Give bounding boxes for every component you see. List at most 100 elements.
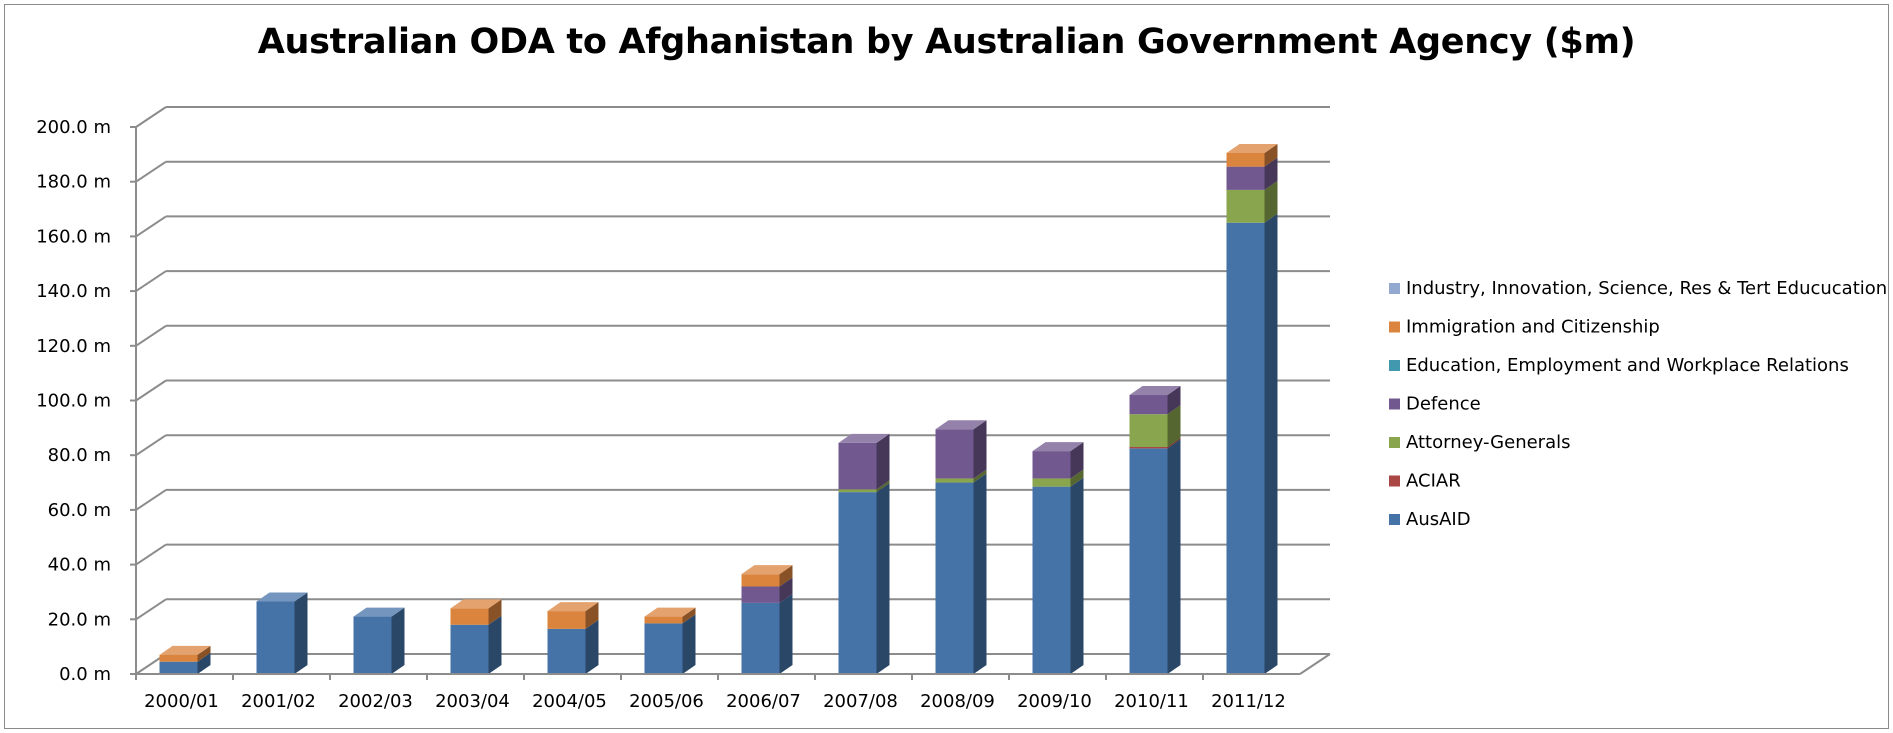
legend-swatch (1389, 398, 1400, 410)
bar-segment (1129, 405, 1181, 447)
bar-front (935, 478, 974, 483)
bar-side (876, 480, 890, 493)
bar-side (1167, 439, 1181, 674)
bar-front (1226, 152, 1265, 167)
gridline-depth (135, 270, 167, 292)
bar-side (876, 483, 890, 674)
gridline-depth (135, 434, 167, 457)
bar-top (547, 602, 599, 612)
x-tick-label: 2000/01 (144, 691, 219, 712)
legend-label: Defence (1406, 394, 1481, 415)
bar-front (256, 601, 295, 674)
legend-item: Attorney-Generals (1389, 432, 1571, 453)
bar-segment (935, 473, 987, 674)
bar-side (779, 565, 793, 587)
y-tick-label: 20.0 m (48, 609, 111, 630)
bar-top (1032, 442, 1084, 452)
bar-front (1129, 414, 1168, 447)
y-tick-label: 100.0 m (36, 391, 111, 412)
gridline-depth (135, 215, 167, 238)
bar-top (256, 592, 308, 602)
gridline-depth (135, 160, 167, 183)
bar-front (1226, 189, 1265, 223)
bar-front (741, 602, 780, 674)
gridline-depth (135, 106, 167, 128)
axes: 0.0 m 20.0 m 40.0 m 60.0 m 80.0 m 100.0 m 120.… (36, 117, 1331, 712)
bar-front (1032, 451, 1071, 479)
bar-side (779, 593, 793, 674)
x-tick-label: 2010/11 (1114, 691, 1189, 712)
bar-top (353, 607, 405, 617)
bar-top (935, 420, 987, 430)
gridline-depth (135, 324, 167, 347)
gridline-depth (135, 598, 167, 621)
bar-front (1032, 478, 1071, 487)
bar-side (1167, 405, 1181, 447)
legend-label: Industry, Innovation, Science, Res & Ter… (1406, 278, 1887, 299)
bar-top (1129, 386, 1181, 396)
bar-front (159, 661, 198, 674)
bar-segment (838, 433, 890, 490)
bar-side (779, 577, 793, 603)
gridline-depth (135, 543, 167, 566)
bar-front (450, 608, 489, 625)
x-tick-label: 2002/03 (338, 691, 413, 712)
floor-edge (1299, 653, 1331, 675)
bar-segment (935, 469, 987, 483)
bar-side (1167, 386, 1181, 415)
bar-side (1070, 477, 1084, 674)
legend-label: Education, Employment and Workplace Rela… (1406, 355, 1849, 376)
y-tick-label: 40.0 m (48, 555, 111, 576)
bar-segment (838, 483, 890, 674)
bar-segment (1226, 213, 1278, 674)
bar-segment (256, 592, 308, 674)
bar-side (488, 615, 502, 674)
y-tick-label: 140.0 m (36, 281, 111, 302)
x-tick-label: 2005/06 (629, 691, 704, 712)
bar-front (159, 654, 198, 662)
bar-segment (353, 607, 405, 674)
legend-item: AusAID (1389, 509, 1471, 530)
bar-segment (1226, 180, 1278, 223)
bar-front (547, 611, 586, 629)
bar-side (391, 607, 405, 674)
legend-label: Immigration and Citizenship (1406, 317, 1660, 338)
x-tick-label: 2006/07 (726, 691, 801, 712)
bar-segment (1226, 143, 1278, 167)
bar-segment (159, 645, 211, 662)
bar-side (973, 469, 987, 483)
bar-front (838, 442, 877, 490)
bar-front (838, 489, 877, 493)
legend-item: ACIAR (1389, 471, 1461, 492)
legend-item: Education, Employment and Workplace Rela… (1389, 355, 1849, 376)
y-tick-label: 60.0 m (48, 500, 111, 521)
bar-side (973, 473, 987, 674)
bar-side (197, 645, 211, 662)
y-tick-label: 120.0 m (36, 336, 111, 357)
x-tick-label: 2007/08 (823, 691, 898, 712)
bar-segment (741, 593, 793, 674)
y-tick-label: 180.0 m (36, 172, 111, 193)
legend-swatch (1389, 437, 1400, 448)
legend-swatch (1389, 514, 1400, 525)
bar-top (644, 607, 696, 617)
bar-segment (935, 420, 987, 479)
bar-segment (644, 607, 696, 624)
gridline-depth (135, 489, 167, 511)
bar-front (741, 574, 780, 587)
legend-label: AusAID (1406, 509, 1471, 530)
bar-front (741, 586, 780, 603)
bar-side (1264, 157, 1278, 190)
bar-side (488, 599, 502, 625)
bar-front (644, 616, 683, 624)
bar-side (973, 420, 987, 479)
bar-front (450, 624, 489, 674)
bar-segment (547, 602, 599, 629)
y-tick-label: 80.0 m (48, 445, 111, 466)
x-tick-label: 2011/12 (1211, 691, 1286, 712)
bar-segment (838, 480, 890, 493)
bar-front (353, 616, 392, 674)
legend-label: ACIAR (1406, 471, 1461, 492)
bar-front (1226, 166, 1265, 190)
